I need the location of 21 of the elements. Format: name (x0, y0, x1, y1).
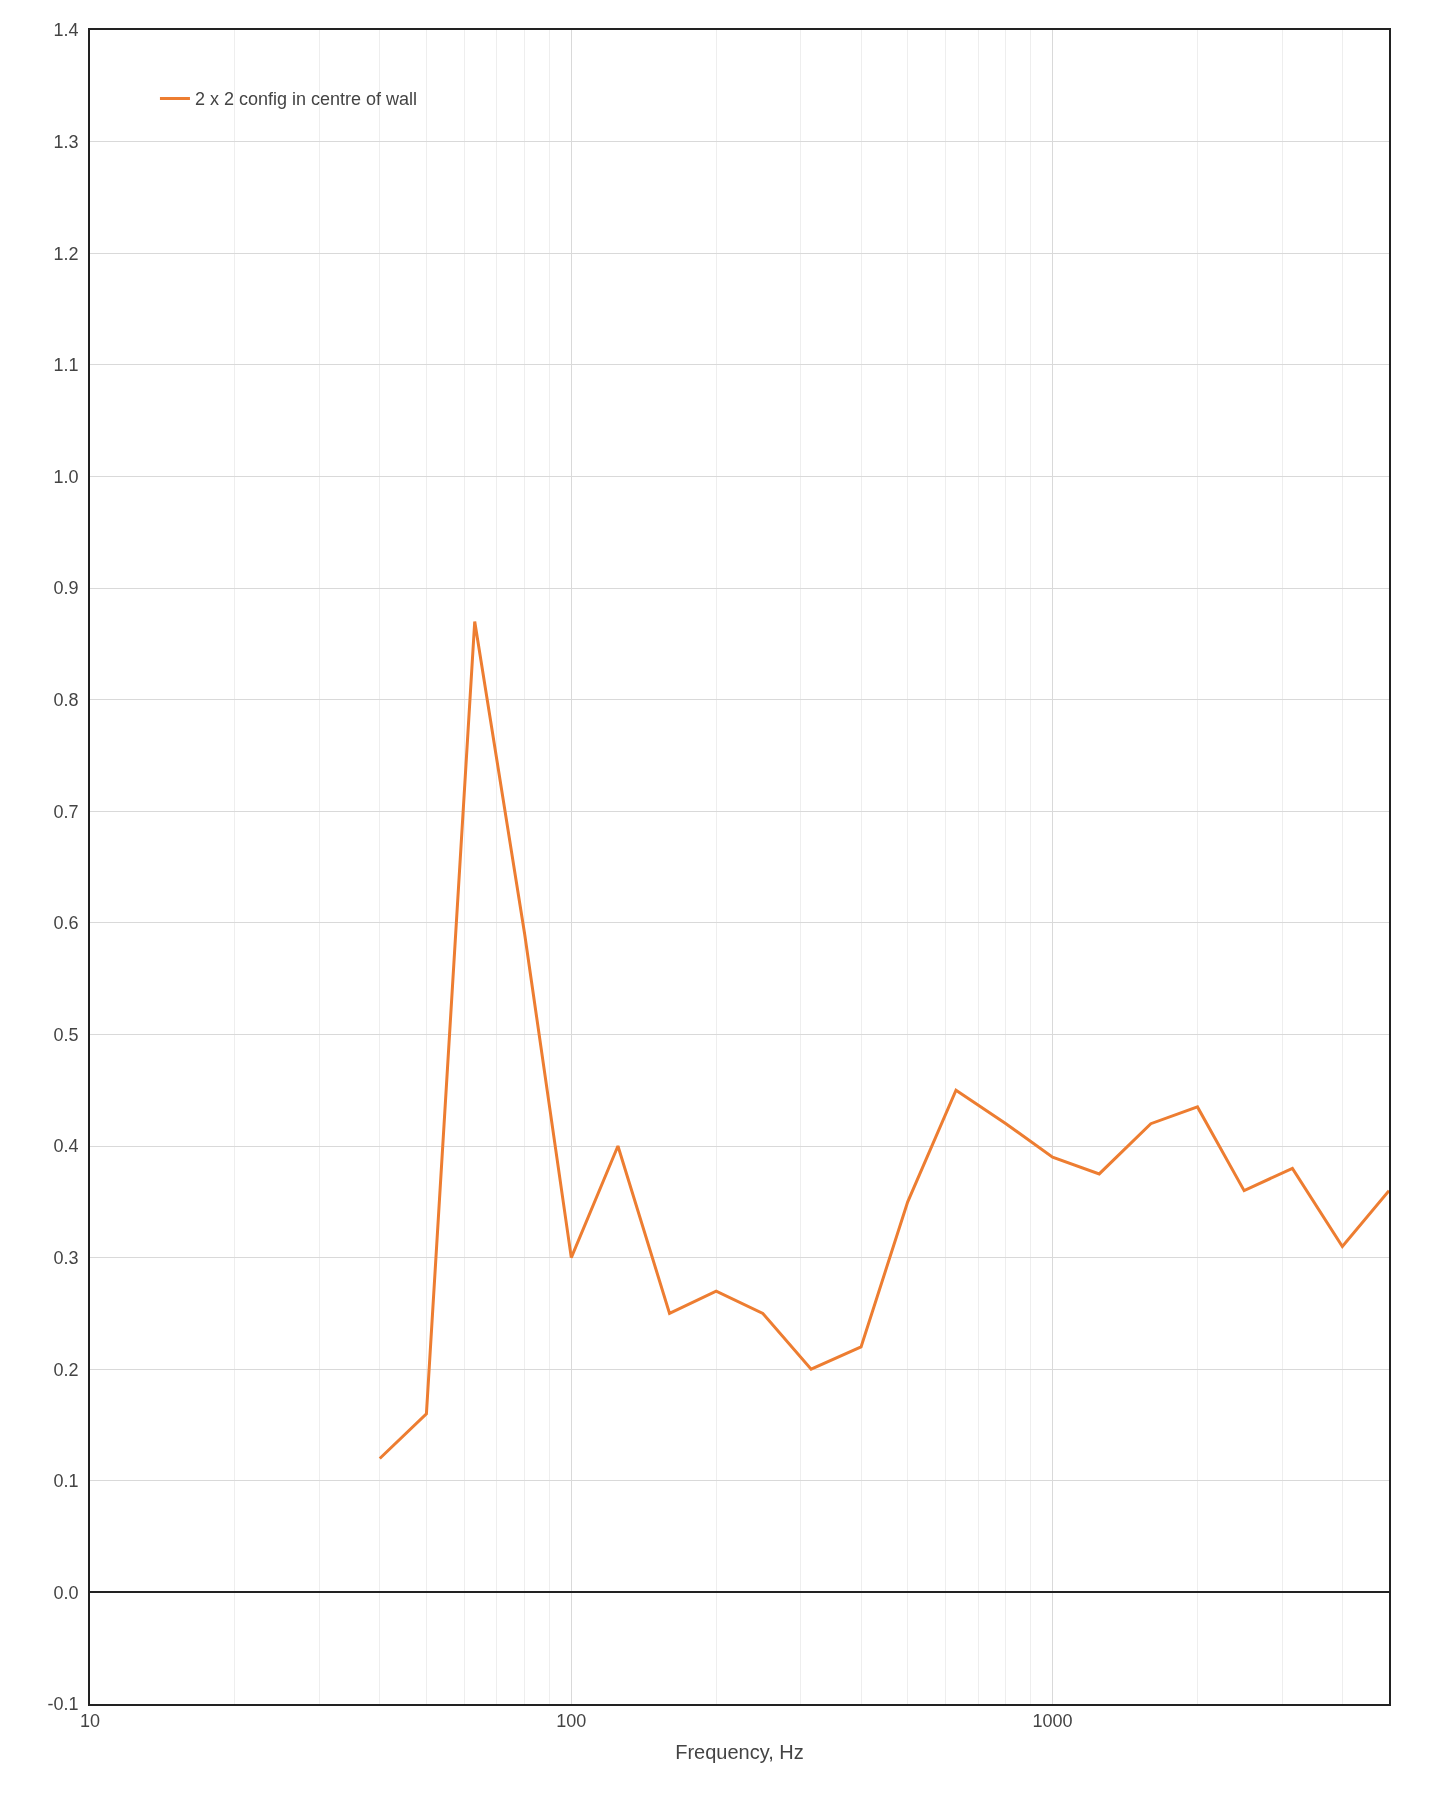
y-tick-label: 1.0 (53, 466, 79, 487)
y-tick-label: 0.2 (53, 1359, 79, 1380)
y-tick-label: 0.5 (53, 1024, 79, 1045)
y-tick-label: 0.3 (53, 1247, 79, 1268)
y-tick-label: 0.1 (53, 1471, 79, 1492)
y-tick-label: 0.6 (53, 913, 79, 934)
y-tick-label: 1.4 (53, 20, 79, 41)
x-tick-label: 10 (79, 1711, 101, 1732)
y-tick-label: 1.3 (53, 131, 79, 152)
y-tick-label: 0.4 (53, 1136, 79, 1157)
y-tick-label: 0.0 (53, 1582, 79, 1603)
x-tick-label: 1000 (1032, 1711, 1073, 1732)
y-tick-label: 1.1 (53, 355, 79, 376)
x-tick-label: 100 (556, 1711, 587, 1732)
y-tick-label: -0.1 (47, 1694, 79, 1715)
y-tick-label: 0.7 (53, 801, 79, 822)
legend-label: 2 x 2 config in centre of wall (194, 89, 418, 110)
y-tick-label: 0.8 (53, 689, 79, 710)
y-tick-label: 1.2 (53, 243, 79, 264)
x-axis-title: Frequency, Hz (675, 1741, 804, 1764)
y-tick-label: 0.9 (53, 578, 79, 599)
